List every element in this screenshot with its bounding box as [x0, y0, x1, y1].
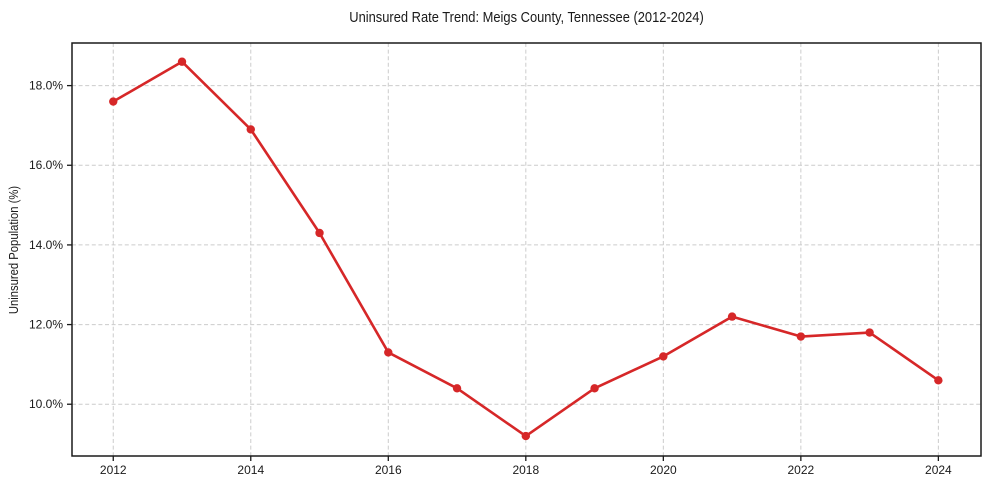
- data-point: [659, 352, 668, 361]
- data-point: [177, 57, 187, 66]
- data-point: [384, 348, 393, 357]
- data-point: [246, 125, 255, 134]
- plot-border: [71, 42, 982, 457]
- y-axis-label: Uninsured Population (%): [7, 185, 21, 315]
- data-point: [727, 312, 737, 321]
- data-point: [865, 328, 874, 337]
- data-point: [452, 384, 462, 393]
- y-tick-label: 10.0%: [29, 397, 63, 411]
- chart-title: Uninsured Rate Trend: Meigs County, Tenn…: [349, 9, 704, 26]
- x-tick-label: 2012: [100, 463, 127, 477]
- data-point: [934, 376, 943, 385]
- data-point: [521, 431, 531, 441]
- data-point: [109, 97, 118, 106]
- x-tick-label: 2014: [237, 463, 264, 477]
- x-tick-label: 2022: [787, 463, 814, 477]
- y-tick-label: 18.0%: [29, 79, 63, 93]
- plot-area: [72, 43, 981, 456]
- x-tick-label: 2018: [512, 463, 539, 477]
- y-tick-label: 12.0%: [29, 318, 63, 332]
- x-tick-label: 2020: [650, 463, 677, 477]
- data-point: [796, 332, 806, 341]
- y-tick-label: 14.0%: [29, 238, 63, 252]
- x-tick-label: 2024: [925, 463, 952, 477]
- y-tick-label: 16.0%: [29, 158, 63, 172]
- data-point: [590, 384, 599, 393]
- data-point: [315, 228, 324, 238]
- x-tick-label: 2016: [375, 463, 402, 477]
